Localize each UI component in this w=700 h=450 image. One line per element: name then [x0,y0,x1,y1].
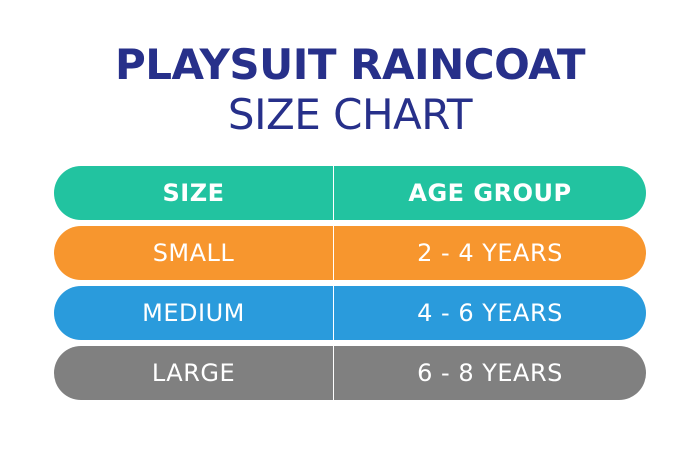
size-cell: MEDIUM [142,299,245,327]
size-chart-table: SIZE AGE GROUP SMALL 2 - 4 YEARS MEDIUM … [54,166,646,406]
header-size: SIZE [162,179,225,207]
size-cell: SMALL [152,239,235,267]
table-row-large: LARGE 6 - 8 YEARS [54,346,646,400]
column-divider [333,226,334,280]
page-title: PLAYSUIT RAINCOAT [114,40,586,89]
table-header-row: SIZE AGE GROUP [54,166,646,220]
column-divider [333,286,334,340]
size-cell: LARGE [151,359,236,387]
age-group-cell: 6 - 8 YEARS [417,359,563,387]
age-group-cell: 2 - 4 YEARS [417,239,563,267]
table-row-small: SMALL 2 - 4 YEARS [54,226,646,280]
column-divider [333,166,334,220]
page-subtitle: SIZE CHART [227,90,473,139]
column-divider [333,346,334,400]
table-row-medium: MEDIUM 4 - 6 YEARS [54,286,646,340]
header-age-group: AGE GROUP [408,179,572,207]
age-group-cell: 4 - 6 YEARS [417,299,563,327]
